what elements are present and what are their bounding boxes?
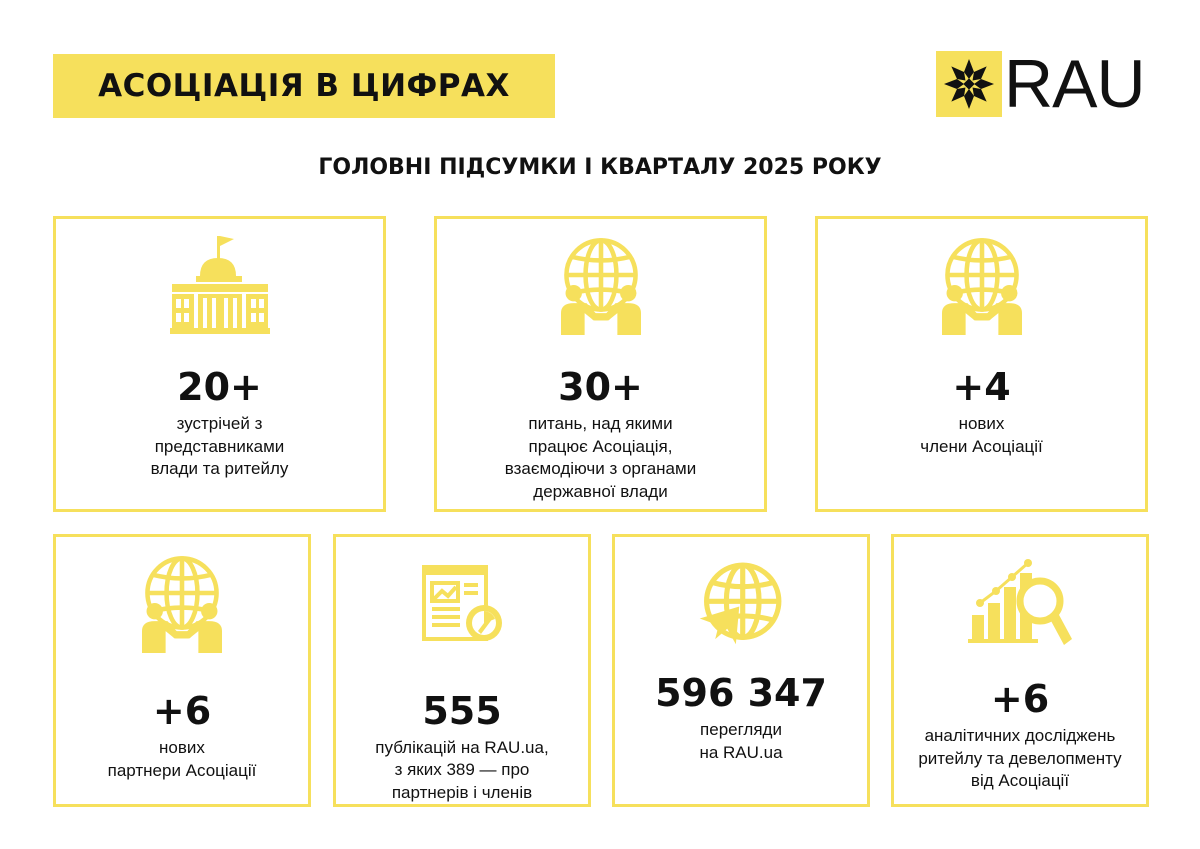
stat-card-issues: 30+ питань, над якими працює Асоціація, … <box>434 216 767 512</box>
stat-card-new-partners: +6 нових партнери Асоціації <box>53 534 311 807</box>
stat-value: +6 <box>152 689 212 733</box>
stat-label: питань, над якими працює Асоціація, взає… <box>504 414 697 501</box>
stat-label: аналітичних досліджень ритейлу та девело… <box>918 726 1122 790</box>
rau-logo: RAU <box>936 46 1146 122</box>
banner-title: АСОЦІАЦІЯ В ЦИФРАХ <box>98 68 510 104</box>
globe-handshake-icon <box>136 549 228 657</box>
stat-card-new-members: +4 нових члени Асоціації <box>815 216 1148 512</box>
stat-label: нових члени Асоціації <box>920 414 1043 456</box>
stat-card-publications: 555 публікацій на RAU.ua, з яких 389 — п… <box>333 534 591 807</box>
page-subtitle: ГОЛОВНІ ПІДСУМКИ І КВАРТАЛУ 2025 РОКУ <box>318 155 882 180</box>
stat-label: нових партнери Асоціації <box>107 738 257 780</box>
globe-handshake-icon <box>555 231 647 339</box>
stat-label: зустрічей з представниками влади та рите… <box>150 414 289 478</box>
stat-card-meetings: 20+ зустрічей з представниками влади та … <box>53 216 386 512</box>
stat-value: 30+ <box>558 365 643 409</box>
stat-value: 555 <box>422 688 502 733</box>
stat-value: +4 <box>952 365 1011 409</box>
stat-card-research: +6 аналітичних досліджень ритейлу та дев… <box>891 534 1149 807</box>
government-building-icon <box>169 231 270 339</box>
stat-card-views: 596 347 перегляди на RAU.ua <box>612 534 870 807</box>
stat-value: 20+ <box>177 365 262 409</box>
globe-views-icon <box>698 549 784 657</box>
globe-handshake-icon <box>936 231 1028 339</box>
publication-icon <box>420 549 504 657</box>
logo-text: RAU <box>1004 46 1146 122</box>
stat-value: +6 <box>990 677 1050 721</box>
stat-value: 596 347 <box>655 671 827 715</box>
ornament-star-icon <box>936 51 1002 117</box>
title-banner: АСОЦІАЦІЯ В ЦИФРАХ <box>53 54 555 118</box>
stat-label: перегляди на RAU.ua <box>699 720 783 762</box>
analytics-chart-icon <box>968 549 1072 657</box>
stat-label: публікацій на RAU.ua, з яких 389 — про п… <box>375 737 549 802</box>
